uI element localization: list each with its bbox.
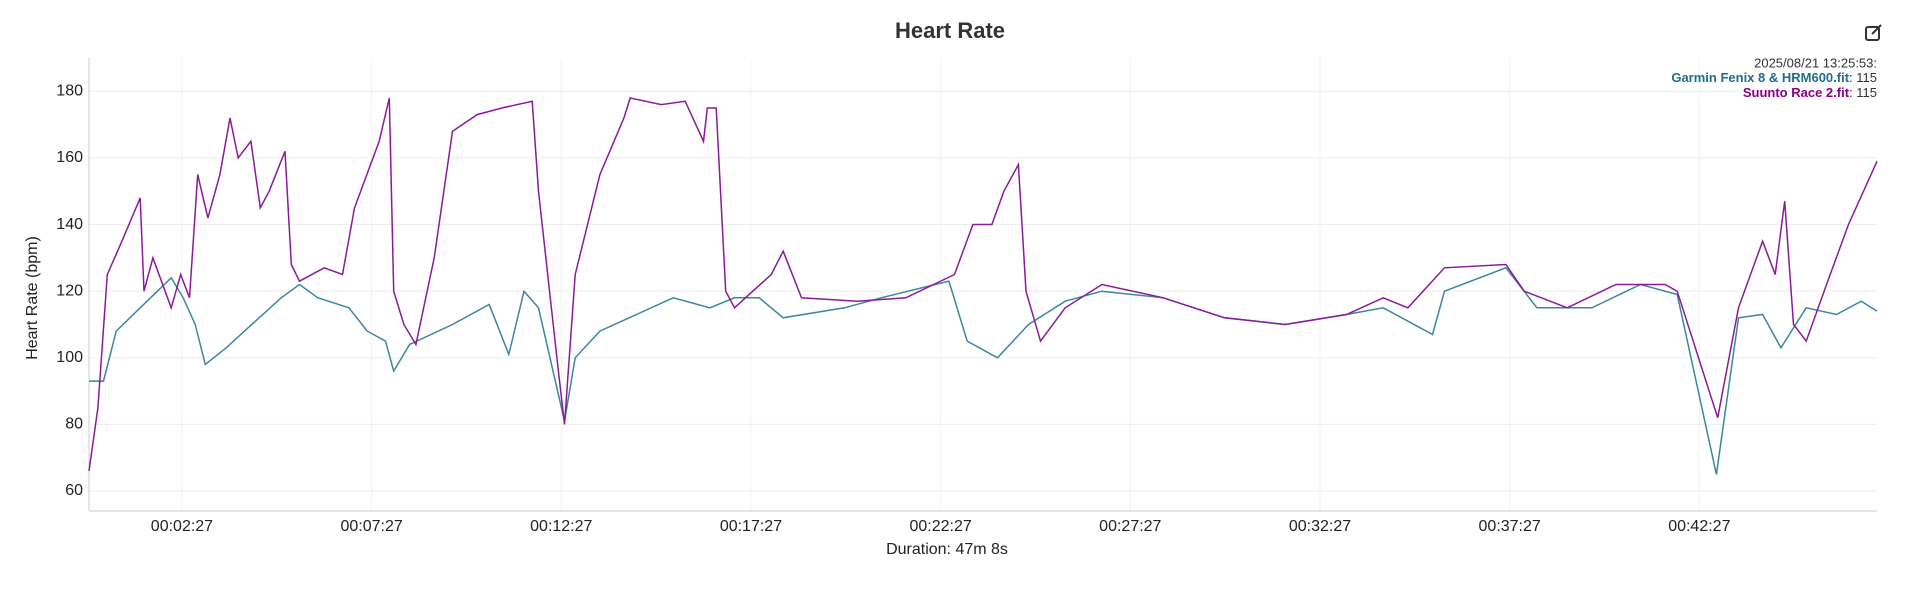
y-tick-label: 80 — [65, 416, 83, 433]
x-tick-label: 00:32:27 — [1289, 518, 1351, 535]
line-series — [88, 97, 1878, 472]
y-tick-label: 120 — [56, 282, 83, 299]
tooltip-series-name: Garmin Fenix 8 & HRM600.fit — [1671, 70, 1849, 85]
line-series — [89, 266, 1878, 475]
tooltip-entry: Suunto Race 2.fit: 115 — [1743, 85, 1877, 100]
tooltip-series-name: Suunto Race 2.fit — [1743, 85, 1850, 100]
x-tick-label: 00:12:27 — [530, 518, 592, 535]
y-tick-label: 100 — [56, 349, 83, 366]
edit-icon[interactable] — [1865, 24, 1882, 41]
chart-title: Heart Rate — [895, 18, 1005, 43]
x-tick-label: 00:02:27 — [151, 518, 213, 535]
x-tick-label: 00:27:27 — [1099, 518, 1161, 535]
y-axis-label: Heart Rate (bpm) — [24, 236, 41, 360]
tooltip-time: 2025/08/21 13:25:53: — [1754, 55, 1877, 70]
x-tick-label: 00:17:27 — [720, 518, 782, 535]
y-tick-label: 160 — [56, 149, 83, 166]
x-tick-label: 00:37:27 — [1479, 518, 1541, 535]
y-tick-label: 60 — [65, 482, 83, 499]
x-tick-label: 00:22:27 — [909, 518, 971, 535]
y-tick-label: 180 — [56, 83, 83, 100]
tooltip-entry: Garmin Fenix 8 & HRM600.fit: 115 — [1671, 70, 1877, 85]
x-tick-label: 00:07:27 — [340, 518, 402, 535]
y-tick-label: 140 — [56, 216, 83, 233]
tooltip-value: : 115 — [1849, 85, 1877, 100]
x-axis-label: Duration: 47m 8s — [886, 541, 1008, 558]
x-tick-label: 00:42:27 — [1668, 518, 1730, 535]
tooltip-value: : 115 — [1849, 70, 1877, 85]
